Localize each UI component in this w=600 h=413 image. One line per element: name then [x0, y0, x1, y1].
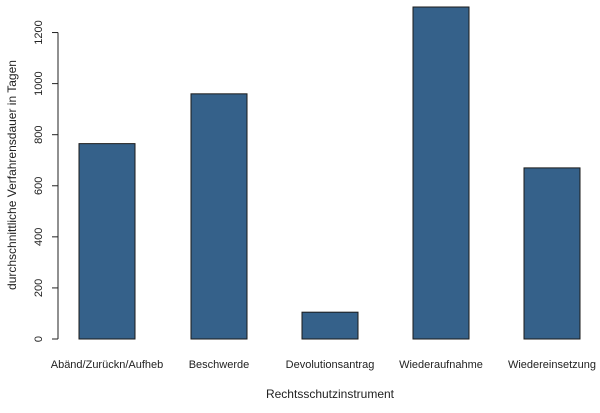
y-tick-label: 1200 [33, 20, 45, 44]
bar-devolutionsantrag [301, 311, 359, 340]
y-axis-title: durchschnittliche Verfahrensdauer in Tag… [5, 60, 19, 290]
bar-beschwerde [190, 93, 248, 340]
x-tick-label: Wiedereinsetzung [508, 359, 596, 371]
y-ticks: 0 200 400 600 800 1000 1200 [33, 20, 58, 342]
y-tick-label: 0 [33, 336, 45, 342]
x-axis-title: Rechtsschutzinstrument [266, 387, 395, 401]
bar-ab-nd-zur-ckn-aufheb [78, 143, 136, 340]
y-tick-label: 400 [33, 228, 45, 246]
y-tick-label: 1000 [33, 71, 45, 95]
x-tick-labels: Abänd/Zurückn/Aufheb Beschwerde Devolution… [51, 359, 596, 371]
x-tick-label: Abänd/Zurückn/Aufheb [51, 359, 164, 371]
x-tick-label: Wiederaufnahme [399, 359, 483, 371]
y-tick-label: 600 [33, 177, 45, 195]
bar-wiederaufnahme [412, 6, 470, 340]
x-tick-label: Beschwerde [189, 359, 250, 371]
bars-group [78, 6, 581, 340]
bar-wiedereinsetzung [523, 167, 581, 340]
x-tick-label: Devolutionsantrag [286, 359, 375, 371]
y-tick-label: 200 [33, 279, 45, 297]
y-axis: 0 200 400 600 800 1000 1200 [33, 20, 59, 342]
y-tick-label: 800 [33, 126, 45, 144]
